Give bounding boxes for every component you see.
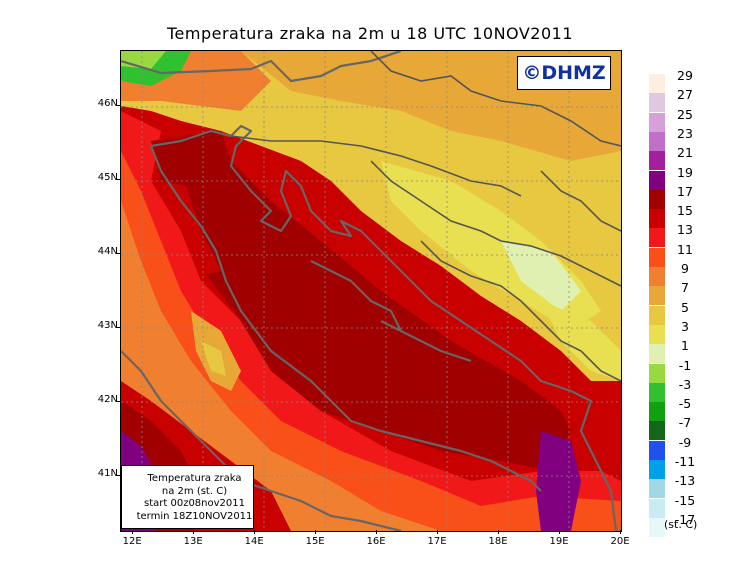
info-box: Temperatura zraka na 2m (st. C) start 00…: [121, 465, 254, 529]
dhmz-watermark: ©DHMZ: [517, 56, 611, 90]
legend-swatch: [649, 112, 665, 132]
lat-tick-mark: [116, 105, 120, 107]
legend-label: -9: [678, 434, 692, 450]
lat-tick-label: 41N: [97, 467, 118, 479]
legend-swatch: [649, 382, 665, 402]
legend-swatch: [649, 498, 665, 518]
legend-label: -7: [678, 415, 692, 431]
borders: [230, 51, 621, 382]
legend-swatch: [649, 74, 665, 93]
legend-swatch: [649, 93, 665, 113]
legend-unit: (st. C): [664, 518, 698, 531]
temperature-map: [120, 50, 622, 532]
legend-label: -3: [678, 376, 692, 392]
land-band-1: [501, 241, 581, 311]
legend-swatch: [649, 189, 665, 209]
legend-swatch: [649, 460, 665, 479]
legend-label: -15: [674, 492, 696, 508]
lon-tick-label: 16E: [366, 536, 386, 547]
lon-tick-label: 14E: [244, 536, 264, 547]
info-line-3: start 00z08nov2011: [144, 498, 245, 509]
lon-tick-mark: [132, 530, 134, 534]
legend-label: 3: [681, 318, 689, 334]
legend-swatch: [649, 151, 665, 171]
legend-label: 13: [677, 222, 693, 238]
legend-swatch: [649, 267, 665, 286]
legend-swatch: [649, 402, 665, 422]
lat-tick-label: 46N: [97, 98, 118, 110]
lat-tick-mark: [116, 400, 120, 402]
land-band-3-east: [541, 301, 621, 381]
lat-tick-mark: [116, 179, 120, 181]
adriatic-core: [151, 131, 571, 471]
legend-label: 21: [677, 145, 693, 161]
legend-label: 27: [677, 87, 693, 103]
legend-swatch: [649, 228, 665, 248]
lon-tick-mark: [437, 530, 439, 534]
south-east-purple: [536, 431, 581, 531]
lon-tick-mark: [620, 530, 621, 534]
legend-label: 7: [681, 280, 689, 296]
temperature-field: [121, 51, 621, 531]
legend-label: -17: [674, 511, 696, 527]
lon-tick-label: 15E: [305, 536, 325, 547]
lon-tick-label: 12E: [122, 536, 142, 547]
legend-label: -5: [678, 396, 692, 412]
lon-tick-label: 20E: [610, 536, 630, 547]
legend-swatch: [649, 131, 665, 151]
legend-swatch: [649, 209, 665, 229]
legend-label: 15: [677, 203, 693, 219]
lat-tick-mark: [116, 326, 120, 328]
legend-label: 23: [677, 125, 693, 141]
legend-label: 5: [681, 299, 689, 315]
legend-swatch: [649, 286, 665, 306]
legend-swatch: [649, 344, 665, 364]
legend-label: 9: [681, 261, 689, 276]
band-5-italy: [201, 341, 226, 376]
lat-tick-mark: [116, 474, 120, 476]
lon-tick-mark: [498, 530, 500, 534]
legend-swatch: [649, 421, 665, 441]
land-band-7-ne: [561, 91, 621, 151]
legend-swatch: [649, 517, 665, 537]
legend-label: -11: [674, 454, 696, 469]
legend-label: -1: [678, 357, 692, 373]
info-line-1: Temperatura zraka: [147, 473, 242, 484]
legend-swatch: [649, 363, 665, 383]
lon-tick-label: 13E: [183, 536, 203, 547]
lat-tick-label: 43N: [97, 319, 118, 331]
lat-tick-label: 45N: [97, 172, 118, 184]
lon-tick-label: 19E: [549, 536, 569, 547]
lon-tick-mark: [315, 530, 317, 534]
legend-label: 25: [677, 106, 693, 122]
legend-label: -13: [674, 473, 696, 489]
legend-label: 11: [677, 241, 693, 257]
lat-tick-mark: [116, 253, 120, 255]
italy-coast-red: [161, 181, 221, 276]
legend-swatch: [649, 247, 665, 267]
legend-label: 19: [677, 164, 693, 180]
legend-label: 1: [681, 338, 689, 354]
legend-swatch: [649, 170, 665, 190]
legend-swatch: [649, 324, 665, 344]
lon-tick-mark: [559, 530, 561, 534]
legend-swatch: [649, 305, 665, 325]
map-title: Temperatura zraka na 2m u 18 UTC 10NOV20…: [166, 24, 574, 43]
lon-tick-mark: [376, 530, 378, 534]
lon-tick-label: 17E: [427, 536, 447, 547]
lat-tick-label: 42N: [97, 393, 118, 405]
legend-label: 17: [677, 183, 693, 199]
lat-tick-label: 44N: [97, 246, 118, 258]
lon-tick-mark: [193, 530, 195, 534]
legend-label: 29: [677, 68, 693, 83]
info-line-4: termin 18Z10NOV2011: [136, 510, 253, 522]
lon-tick-mark: [254, 530, 256, 534]
lon-tick-label: 18E: [488, 536, 508, 547]
info-line-2: na 2m (st. C): [161, 485, 228, 497]
graticule: [121, 51, 621, 531]
legend-swatch: [649, 479, 665, 499]
legend-swatch: [649, 440, 665, 460]
